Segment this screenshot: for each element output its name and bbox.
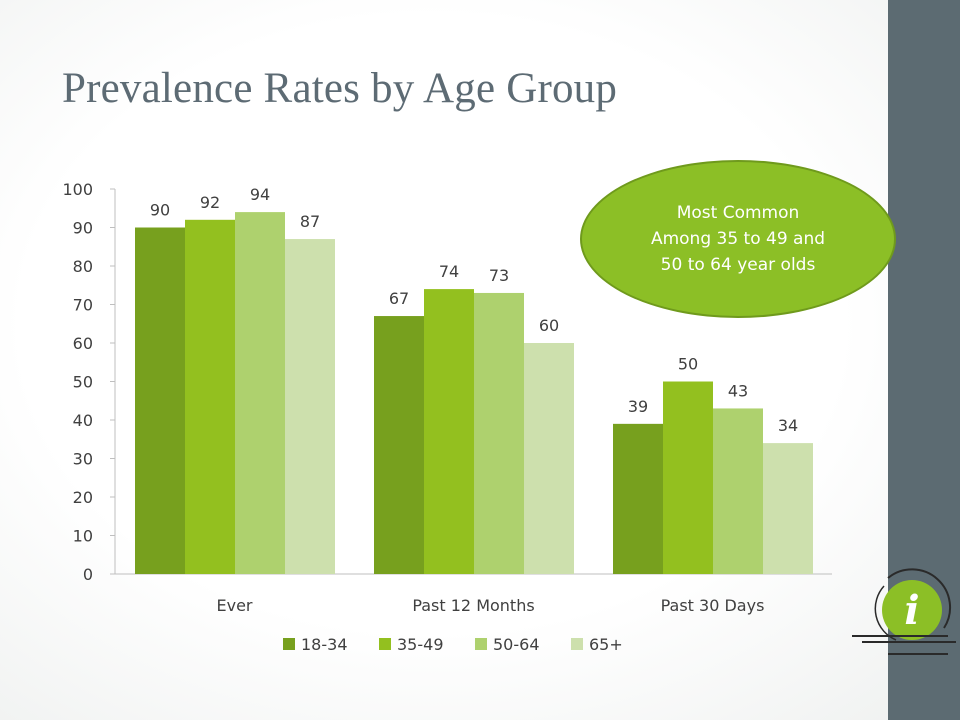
bar — [185, 219, 235, 575]
bar — [663, 381, 713, 574]
bar — [235, 212, 285, 574]
y-tick-label: 0 — [83, 565, 93, 584]
y-tick-label: 60 — [73, 334, 93, 353]
data-label: 94 — [250, 185, 270, 204]
y-tick-label: 80 — [73, 257, 93, 276]
bar — [763, 443, 813, 574]
legend-label: 35-49 — [397, 635, 444, 654]
bar — [474, 292, 524, 574]
bar — [374, 316, 424, 574]
chart-bars — [135, 212, 813, 575]
y-tick-label: 100 — [62, 180, 93, 199]
data-label: 43 — [728, 381, 748, 400]
data-label: 50 — [678, 355, 698, 374]
info-icon-circle — [882, 580, 942, 640]
x-category-label: Past 30 Days — [661, 596, 765, 615]
y-tick-label: 90 — [73, 219, 93, 238]
chart-axes: 0 10 20 30 40 50 60 70 80 90 100 Ever Past 12 Months… — [62, 180, 832, 615]
y-tick-label: 50 — [73, 373, 93, 392]
y-tick-label: 20 — [73, 488, 93, 507]
bar — [713, 408, 763, 574]
data-label: 92 — [200, 193, 220, 212]
bar — [285, 239, 335, 575]
y-tick-label: 30 — [73, 450, 93, 469]
legend-swatch — [571, 638, 583, 650]
slide-title: Prevalence Rates by Age Group — [62, 65, 618, 112]
legend-label: 50-64 — [493, 635, 540, 654]
legend-swatch — [475, 638, 487, 650]
y-tick-label: 70 — [73, 296, 93, 315]
bar — [135, 227, 185, 574]
bar — [424, 289, 474, 574]
legend-label: 18-34 — [301, 635, 348, 654]
y-tick-label: 40 — [73, 411, 93, 430]
chart-data-labels: 90 92 94 87 67 74 73 60 39 50 43 34 — [150, 185, 798, 435]
callout-line-1: Most Common — [676, 203, 800, 223]
x-category-label: Past 12 Months — [412, 596, 534, 615]
data-label: 34 — [778, 416, 798, 435]
data-label: 67 — [389, 289, 409, 308]
data-label: 74 — [439, 262, 459, 281]
chart-legend: 18-34 35-49 50-64 65+ — [283, 635, 623, 654]
bar — [524, 343, 574, 574]
data-label: 90 — [150, 201, 170, 220]
data-label: 87 — [300, 212, 320, 231]
y-tick-label: 10 — [73, 527, 93, 546]
legend-label: 65+ — [589, 635, 623, 654]
bar — [613, 423, 663, 574]
info-icon-glyph: i — [904, 587, 919, 634]
callout-bubble: Most Common Among 35 to 49 and 50 to 64 … — [580, 160, 896, 318]
callout-line-2: Among 35 to 49 and — [650, 229, 826, 249]
data-label: 73 — [489, 266, 509, 285]
x-category-label: Ever — [217, 596, 253, 615]
data-label: 39 — [628, 397, 648, 416]
callout-line-3: 50 to 64 year olds — [660, 255, 816, 275]
info-icon[interactable]: i — [848, 562, 960, 666]
info-icon-swoosh — [887, 568, 952, 629]
legend-swatch — [379, 638, 391, 650]
data-label: 60 — [539, 316, 559, 335]
legend-swatch — [283, 638, 295, 650]
